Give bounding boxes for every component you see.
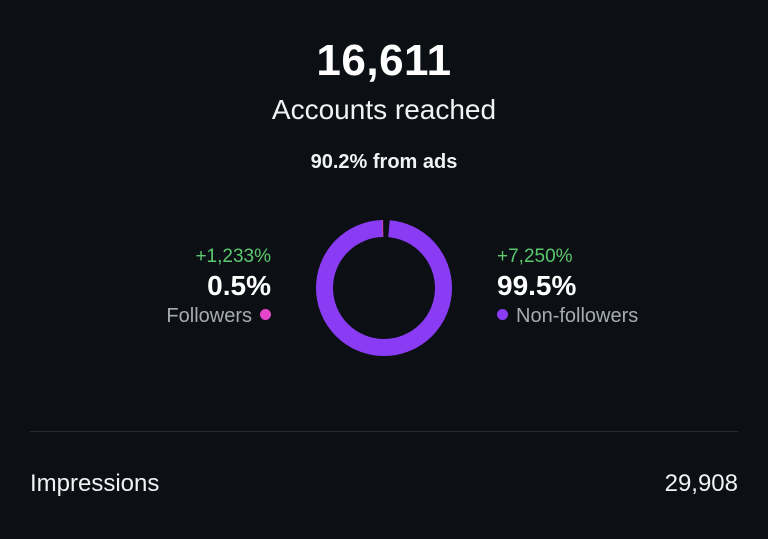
followers-legend: Followers: [166, 303, 271, 329]
followers-dot-icon: [260, 309, 271, 321]
audience-donut-chart: [316, 220, 452, 356]
followers-percent: 0.5%: [207, 270, 271, 301]
donut-segment-non-followers: [316, 220, 452, 356]
followers-legend-label: Followers: [166, 305, 252, 327]
accounts-reached-count: 16,611: [316, 36, 452, 85]
impressions-label: Impressions: [30, 470, 160, 497]
non-followers-change: +7,250%: [497, 246, 573, 267]
non-followers-legend-label: Non-followers: [516, 305, 639, 327]
non-followers-stat: +7,250% 99.5% Non-followers: [497, 245, 638, 329]
followers-stat: +1,233% 0.5% Followers: [166, 245, 271, 329]
accounts-reached-label: Accounts reached: [271, 94, 497, 125]
ads-share-text: 90.2% from ads: [310, 151, 458, 173]
impressions-value: 29,908: [664, 470, 738, 497]
followers-change: +1,233%: [195, 246, 271, 267]
non-followers-dot-icon: [497, 309, 508, 321]
non-followers-legend: Non-followers: [497, 303, 638, 329]
section-divider: [30, 431, 738, 432]
non-followers-percent: 99.5%: [497, 270, 577, 301]
